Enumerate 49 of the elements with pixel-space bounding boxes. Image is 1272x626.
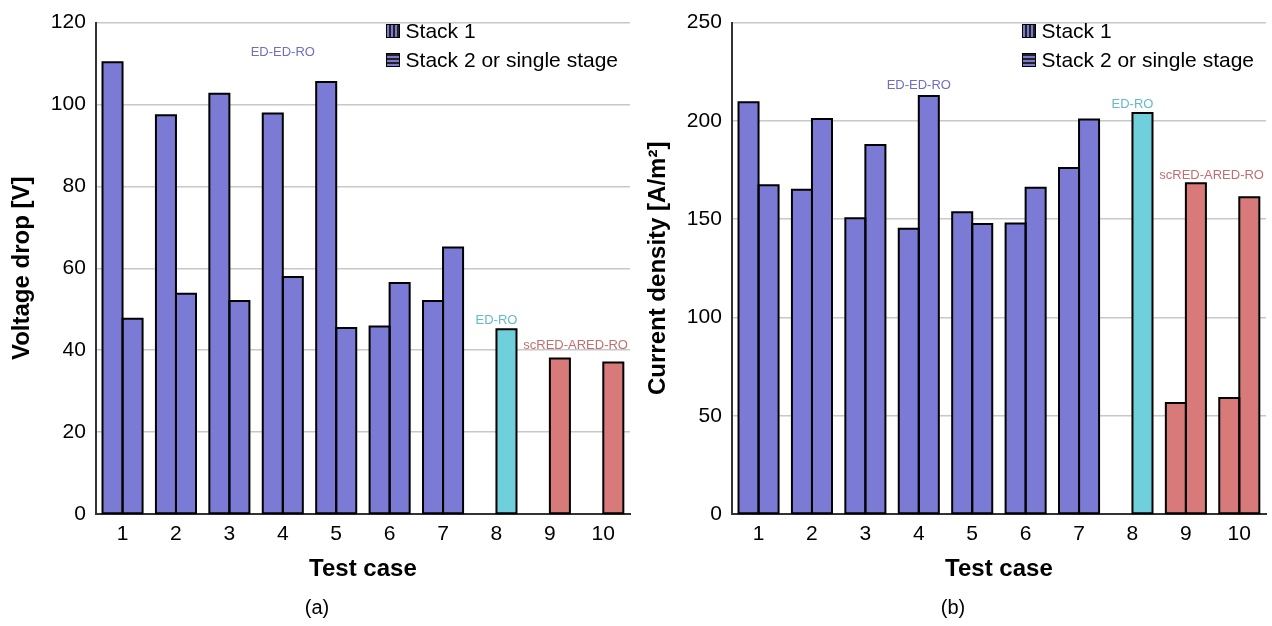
x-tick-label: 5 [330,521,343,545]
x-tick-label: 8 [1126,521,1139,545]
x-tick-label: 10 [591,521,615,545]
y-tick-label: 200 [686,107,722,131]
text: (a) [304,595,330,618]
x-axis-title: Test case [309,554,417,582]
y-tick-label: 150 [686,205,722,229]
x-tick-label: 4 [276,521,289,545]
y-axis-title: Current density [A/m²] [643,141,671,395]
x-tick-label: 6 [383,521,396,545]
x-axis-title: Test case [945,554,1053,582]
x-tick-label: 9 [1180,521,1192,545]
x-tick-label: 1 [752,521,765,545]
text: (b) [940,595,966,618]
annotation: ED-ED-RO [250,43,315,59]
y-tick-label: 40 [62,337,86,360]
y-tick-label: 0 [74,500,86,524]
x-tick-label: 2 [170,521,182,545]
y-axis-title: Voltage drop [V] [7,176,35,361]
annotation: scRED-ARED-RO [1159,166,1264,182]
y-tick-label: 120 [50,9,86,33]
x-tick-label: 6 [1019,521,1032,545]
x-tick-label: 3 [859,521,872,545]
annotation: ED-RO [475,311,518,327]
x-tick-label: 4 [912,521,925,545]
y-tick-label: 0 [710,500,722,524]
annotation: ED-ED-RO [886,76,951,92]
annotation: scRED-ARED-RO [523,336,628,352]
y-tick-label: 20 [62,418,86,442]
x-tick-label: 9 [544,521,556,545]
annotation: ED-RO [1111,95,1154,111]
y-tick-label: 60 [62,255,86,279]
legend-label: Stack 1 [405,18,476,44]
y-tick-label: 250 [686,9,722,33]
y-tick-label: 80 [62,173,86,197]
x-tick-label: 5 [966,521,979,545]
x-tick-label: 1 [116,521,129,545]
x-tick-label: 8 [490,521,503,545]
legend-label: Stack 2 or single stage [405,47,618,73]
x-tick-label: 3 [223,521,236,545]
y-tick-label: 50 [698,402,722,426]
x-tick-label: 2 [806,521,818,545]
x-tick-label: 7 [1073,521,1085,545]
y-tick-label: 100 [686,304,722,328]
x-tick-label: 7 [437,521,449,545]
legend-label: Stack 1 [1041,18,1112,44]
legend-label: Stack 2 or single stage [1041,47,1254,73]
y-tick-label: 100 [50,91,86,115]
x-tick-label: 10 [1227,521,1251,545]
